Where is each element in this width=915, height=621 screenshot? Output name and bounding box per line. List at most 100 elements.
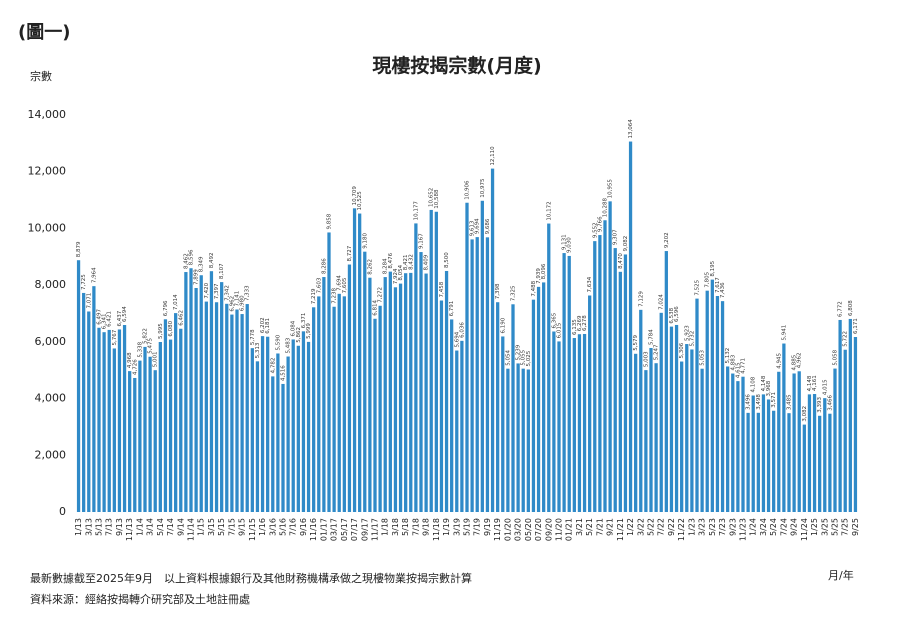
bar — [623, 254, 628, 512]
data-label: 8,421 — [403, 254, 409, 270]
bar — [577, 334, 582, 512]
bar — [368, 277, 372, 512]
data-label: 8,286 — [321, 258, 327, 274]
data-label: 7,342 — [224, 285, 230, 301]
x-tick-label: 9/14 — [176, 518, 185, 536]
bar — [772, 410, 776, 512]
bar — [424, 273, 428, 512]
bar — [588, 295, 592, 512]
data-label: 10,652 — [429, 188, 435, 207]
data-label: 5,579 — [633, 335, 639, 351]
x-tick-label: 7/13 — [105, 518, 114, 536]
bar — [409, 272, 413, 512]
bar — [194, 288, 198, 512]
data-label: 5,001 — [153, 351, 159, 367]
bar — [465, 202, 469, 512]
bar — [153, 370, 157, 512]
bar — [393, 287, 398, 512]
bar — [547, 223, 551, 512]
bar — [301, 331, 306, 512]
bar — [485, 237, 490, 513]
bar — [792, 373, 796, 512]
bar — [122, 325, 127, 512]
bar — [516, 363, 520, 512]
bar — [782, 343, 786, 512]
bar — [710, 279, 714, 512]
data-label: 3,485 — [787, 394, 793, 410]
bar — [102, 332, 106, 512]
bar — [608, 201, 612, 512]
bar — [480, 200, 484, 513]
bar — [306, 341, 311, 512]
data-label: 3,466 — [827, 394, 833, 410]
x-tick-label: 5/21 — [585, 518, 594, 536]
x-tick-label: 9/15 — [238, 518, 247, 536]
data-label: 7,694 — [337, 275, 343, 291]
data-label: 5,767 — [112, 329, 118, 345]
data-label: 4,962 — [797, 353, 803, 369]
x-tick-label: 9/22 — [667, 518, 676, 536]
data-label: 9,202 — [664, 232, 670, 248]
bar — [450, 319, 454, 512]
x-tick-label: 01/20 — [503, 518, 512, 541]
data-label: 7,420 — [204, 282, 210, 298]
bar — [97, 327, 101, 512]
bar — [255, 361, 260, 512]
x-tick-label: 9/23 — [728, 518, 737, 536]
x-tick-label: 7/19 — [473, 518, 482, 536]
bar — [296, 345, 300, 512]
bar — [598, 235, 602, 512]
bar — [189, 268, 193, 512]
data-label: 3,968 — [766, 380, 772, 396]
data-label: 4,148 — [807, 375, 813, 391]
bar — [439, 300, 444, 512]
bar — [128, 371, 132, 512]
x-tick-label: 03/20 — [514, 518, 523, 541]
data-label: 3,082 — [802, 406, 808, 422]
bar — [746, 412, 750, 512]
x-tick-label: 09/17 — [360, 518, 369, 541]
bar — [112, 348, 116, 512]
bar — [240, 314, 244, 512]
x-tick-label: 7/23 — [718, 518, 727, 536]
bar — [659, 312, 663, 512]
bar — [271, 376, 275, 512]
data-label: 7,397 — [214, 283, 220, 299]
x-tick-label: 1/25 — [810, 518, 819, 536]
data-label: 8,262 — [367, 259, 373, 275]
data-label: 7,939 — [536, 268, 542, 284]
data-label: 7,141 — [235, 291, 241, 307]
data-label: 5,862 — [296, 327, 302, 343]
data-label: 4,782 — [270, 358, 276, 374]
bar — [245, 304, 249, 512]
bar — [460, 340, 464, 512]
data-label: 10,588 — [434, 189, 440, 209]
bar — [726, 366, 730, 512]
data-label: 12,110 — [490, 146, 496, 166]
data-label: 6,538 — [669, 307, 675, 323]
data-label: 6,269 — [577, 315, 583, 331]
x-tick-label: 3/18 — [391, 518, 400, 536]
data-label: 6,084 — [291, 320, 297, 336]
bar — [618, 271, 622, 512]
data-label: 5,054 — [505, 349, 511, 365]
data-label: 8,727 — [347, 245, 353, 261]
bar — [138, 360, 142, 512]
data-label: 4,883 — [730, 354, 736, 370]
data-label: 7,805 — [705, 271, 711, 287]
data-label: 6,341 — [102, 313, 108, 329]
data-label: 4,771 — [741, 358, 747, 374]
data-label: 4,726 — [132, 359, 138, 375]
x-tick-label: 5/14 — [156, 518, 165, 536]
x-tick-label: 01/21 — [565, 518, 574, 541]
bar — [603, 220, 607, 512]
bar — [82, 292, 86, 512]
data-label: 5,025 — [526, 350, 532, 366]
data-label: 7,436 — [720, 282, 726, 298]
x-tick-label: 7/21 — [595, 518, 604, 536]
data-label: 9,552 — [592, 222, 598, 238]
bar — [690, 349, 694, 512]
data-label: 6,421 — [107, 311, 113, 327]
bar — [92, 286, 96, 512]
data-label: 8,492 — [209, 252, 215, 268]
